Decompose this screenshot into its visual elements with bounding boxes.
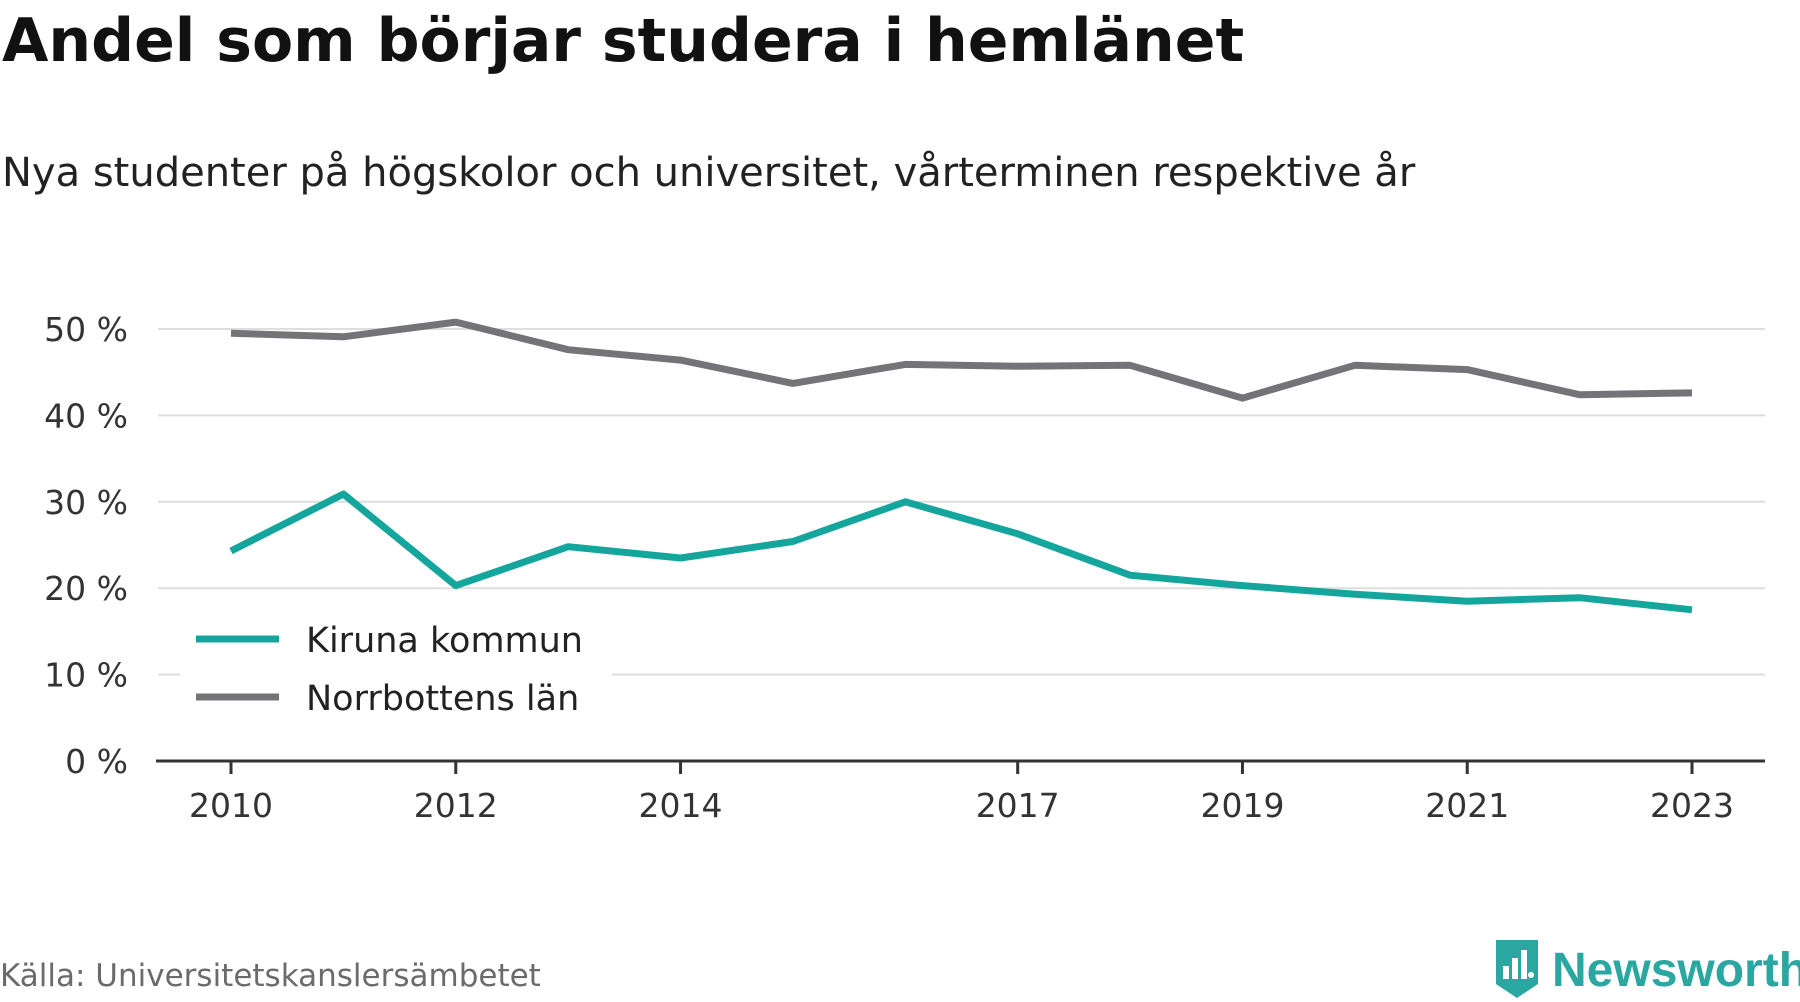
legend-label: Norrbottens län <box>306 679 579 719</box>
x-axis <box>156 759 1765 774</box>
y-tick-label: 20 % <box>44 569 128 608</box>
legend-label: Kiruna kommun <box>306 621 583 661</box>
x-tick-label: 2017 <box>976 786 1060 825</box>
brand-name: Newsworthy <box>1552 943 1800 997</box>
legend: Kiruna kommun Norrbottens län <box>180 602 612 720</box>
y-tick-label: 40 % <box>44 396 128 435</box>
series-line-norrbotten <box>230 318 1693 402</box>
x-axis-tick-labels: 2010 2012 2014 2017 2019 2021 2023 <box>189 786 1734 825</box>
series-lines <box>229 318 1693 614</box>
y-axis-tick-labels: 0 % 10 % 20 % 30 % 40 % 50 % <box>44 310 128 781</box>
y-tick-label: 0 % <box>65 742 128 781</box>
y-tick-label: 50 % <box>44 310 128 349</box>
y-tick-label: 10 % <box>44 656 128 695</box>
chart-subtitle: Nya studenter på högskolor och universit… <box>2 150 1416 196</box>
x-tick-label: 2014 <box>639 786 723 825</box>
chart-title: Andel som börjar studera i hemlänet <box>2 6 1245 76</box>
brand-logo: Newsworthy <box>1492 938 1800 1002</box>
x-tick-label: 2021 <box>1425 786 1509 825</box>
x-tick-label: 2023 <box>1650 786 1734 825</box>
source-note: Källa: Universitetskanslersämbetet <box>0 958 541 994</box>
x-tick-label: 2012 <box>414 786 498 825</box>
newsworthy-logo-icon <box>1496 940 1538 998</box>
x-tick-label: 2019 <box>1200 786 1284 825</box>
series-line-kiruna <box>229 490 1693 614</box>
y-tick-label: 30 % <box>44 483 128 522</box>
x-tick-label: 2010 <box>189 786 273 825</box>
